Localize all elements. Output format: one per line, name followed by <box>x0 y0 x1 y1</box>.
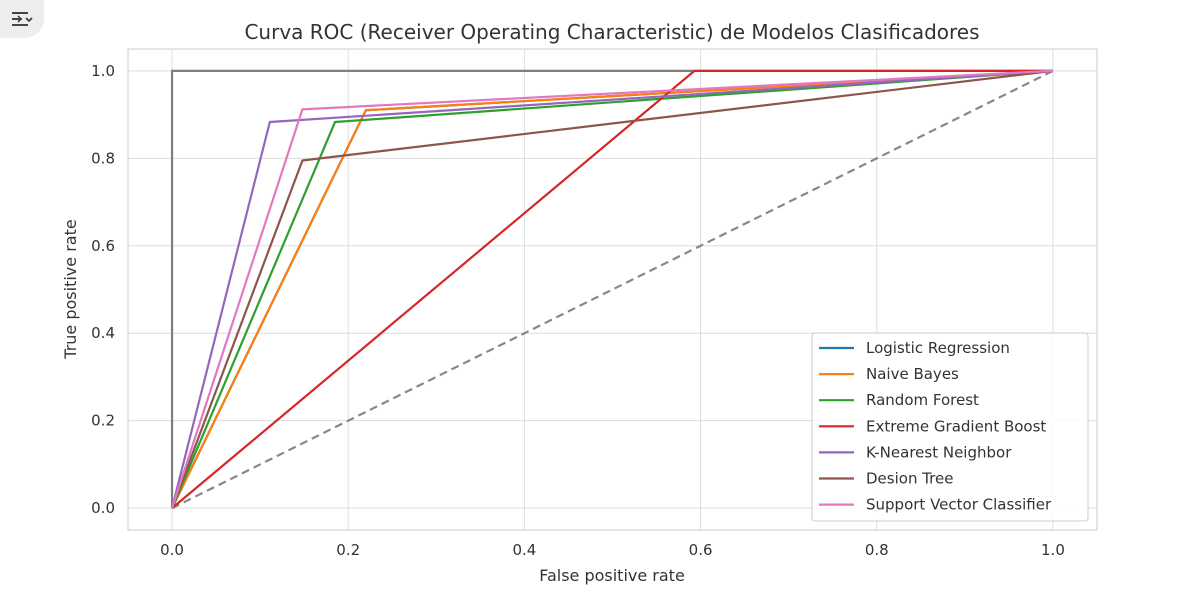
roc-line-extreme-gradient-boost <box>171 69 1053 509</box>
legend-label: K-Nearest Neighbor <box>866 443 1012 461</box>
collapse-output-icon <box>12 12 33 26</box>
collapse-output-button[interactable] <box>0 0 44 38</box>
y-tick-label: 0.4 <box>91 324 115 342</box>
legend-label: Random Forest <box>866 391 979 409</box>
y-tick-label: 0.2 <box>91 412 115 430</box>
x-tick-label: 0.8 <box>865 541 889 559</box>
x-tick-label: 0.2 <box>336 541 360 559</box>
x-tick-label: 0.4 <box>512 541 536 559</box>
x-axis-label: False positive rate <box>539 566 685 585</box>
x-tick-label: 0.6 <box>689 541 713 559</box>
y-tick-label: 0.6 <box>91 237 115 255</box>
legend-label: Logistic Regression <box>866 339 1010 357</box>
roc-line-random-forest <box>171 69 1054 509</box>
chart-title: Curva ROC (Receiver Operating Characteri… <box>244 20 979 44</box>
y-axis-label: True positive rate <box>61 219 80 359</box>
legend-box <box>811 332 1089 522</box>
roc-line-desion-tree <box>171 69 1054 509</box>
legend-label: Naive Bayes <box>866 365 959 383</box>
legend-label: Extreme Gradient Boost <box>866 417 1046 435</box>
legend-label: Desion Tree <box>866 470 953 488</box>
roc-line-k-nearest-neighbor <box>170 69 1054 509</box>
x-tick-label: 0.0 <box>160 541 184 559</box>
x-tick-label: 1.0 <box>1041 541 1065 559</box>
legend: Logistic Regression Naive Bayes Random For… <box>811 332 1089 522</box>
y-tick-label: 0.8 <box>91 149 115 167</box>
legend-label: Support Vector Classifier <box>866 496 1052 514</box>
roc-line-naive-bayes <box>171 69 1054 509</box>
random-classifier-line <box>171 69 1054 510</box>
roc-line-support-vector-classifier <box>170 69 1054 509</box>
y-tick-label: 1.0 <box>91 62 115 80</box>
y-tick-label: 0.0 <box>91 499 115 517</box>
